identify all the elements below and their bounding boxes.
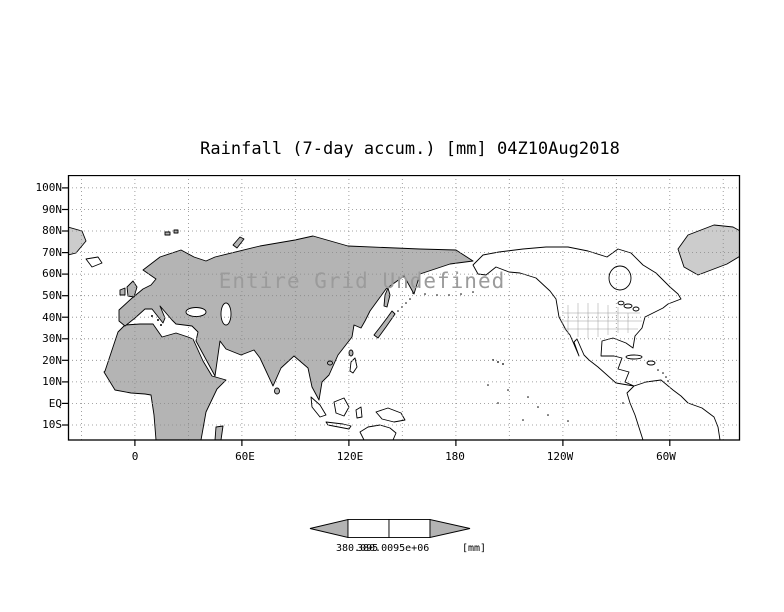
lon-tick-label: 180: [445, 450, 465, 463]
lat-tick-label: 40N: [42, 311, 62, 324]
iceland-landmass: [85, 256, 103, 268]
caspian-sea: [220, 302, 232, 326]
lon-tick-label: 60W: [656, 450, 676, 463]
plot-frame: [67, 175, 741, 441]
sri-lanka-island: [274, 387, 280, 395]
greenland-landmass: [677, 224, 740, 276]
lat-tick-label: 30N: [42, 332, 62, 345]
lat-tick-label: 80N: [42, 224, 62, 237]
novaya-zemlya: [232, 236, 245, 249]
lon-tick-label: 120W: [546, 450, 574, 463]
new-guinea-island: [375, 407, 406, 423]
great-lakes: [623, 303, 633, 309]
undefined-grid-annotation: Entire Grid Undefined: [218, 269, 506, 293]
great-lakes: [617, 300, 625, 306]
colorbar-segment: [388, 519, 431, 538]
axis-ticks: [62, 187, 671, 446]
philippines-islands: [349, 357, 358, 374]
lat-tick-label: EQ: [48, 397, 62, 410]
south-america-landmass: [626, 379, 721, 440]
lat-tick-label: 60N: [42, 267, 62, 280]
lon-tick-label: 0: [131, 450, 139, 463]
lat-tick-label: 100N: [35, 181, 63, 194]
taiwan-island: [348, 349, 354, 357]
plot-title: Rainfall (7-day accum.) [mm] 04Z10Aug201…: [200, 139, 620, 159]
colorbar: [309, 519, 471, 538]
colorbar-units-label: [mm]: [462, 543, 487, 554]
australia-landmass: [359, 424, 397, 440]
ireland-landmass: [119, 287, 126, 296]
lat-tick-label: 50N: [42, 289, 62, 302]
colorbar-segment: [347, 519, 390, 538]
svalbard-islands: [173, 229, 179, 234]
island-dots: [151, 291, 669, 422]
hispaniola-island: [646, 360, 656, 366]
graticule: [68, 175, 740, 440]
colorbar-tick-label: 380.095: [336, 543, 379, 554]
lat-tick-label: 20N: [42, 354, 62, 367]
sumatra-island: [310, 396, 327, 418]
cuba-island: [625, 354, 643, 360]
sulawesi-island: [355, 406, 363, 419]
lat-tick-label: 10N: [42, 375, 62, 388]
eurasia-landmass: [118, 235, 474, 401]
svalbard-islands: [164, 231, 171, 236]
lat-tick-label: 70N: [42, 246, 62, 259]
lat-tick-label: 90N: [42, 203, 62, 216]
sakhalin-island: [383, 287, 391, 308]
java-island: [325, 421, 352, 430]
hainan-island: [327, 360, 333, 366]
colorbar-left-arrow: [309, 519, 349, 538]
world-map: [62, 175, 741, 446]
colorbar-tick-label-overlapping: 380.0095e+06: [357, 543, 430, 554]
lat-tick-label: 10S: [42, 418, 62, 431]
japan-landmass: [373, 310, 396, 339]
great-lakes: [632, 306, 640, 312]
hudson-bay: [608, 265, 632, 291]
borneo-island: [333, 397, 350, 417]
madagascar-landmass: [214, 425, 224, 440]
lon-tick-label: 120E: [336, 450, 364, 463]
lon-tick-label: 60E: [235, 450, 255, 463]
us-state-borders: [560, 303, 642, 338]
colorbar-right-arrow: [429, 519, 471, 538]
britain-landmass: [126, 280, 138, 298]
black-sea: [185, 307, 207, 317]
